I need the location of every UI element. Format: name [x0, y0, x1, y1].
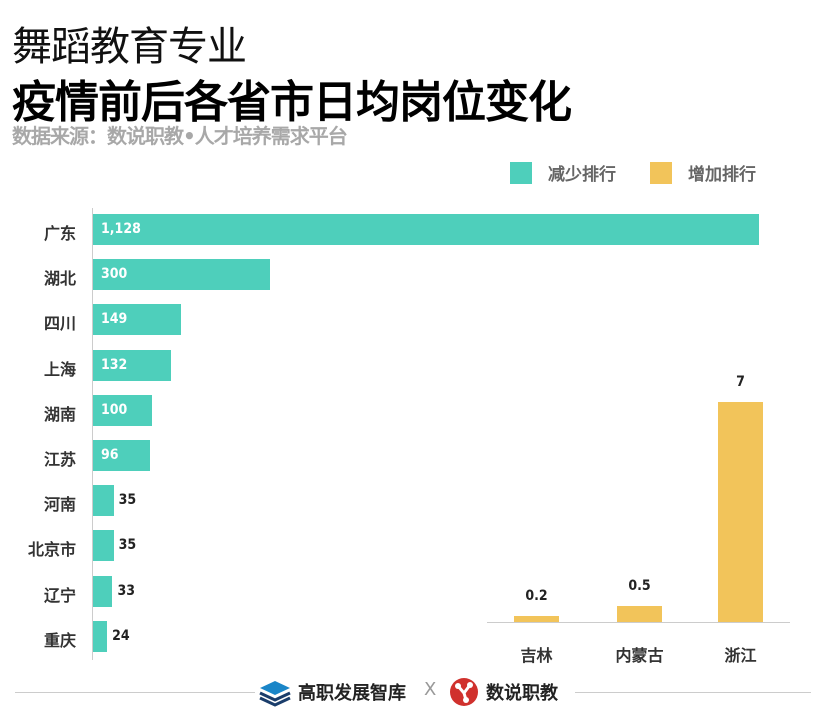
- footer-separator: X: [424, 679, 437, 700]
- value-label: 100: [101, 401, 128, 418]
- value-label: 0.5: [628, 578, 651, 595]
- category-label: 内蒙古: [615, 646, 664, 665]
- bar: [718, 402, 763, 622]
- bar: [93, 349, 171, 381]
- category-label: 湖北: [43, 269, 76, 289]
- category-label: 北京市: [27, 540, 76, 560]
- legend-label-increase: 增加排行: [688, 165, 756, 185]
- data-source: 数据来源：数说职教•人才培养需求平台: [12, 124, 348, 148]
- legend-increase: 增加排行: [650, 160, 756, 185]
- value-label: 35: [118, 492, 137, 509]
- legend-swatch-increase: [650, 161, 672, 184]
- category-label: 四川: [43, 314, 76, 334]
- category-label: 浙江: [724, 646, 757, 665]
- value-label: 7: [736, 374, 745, 390]
- value-label: 132: [101, 356, 128, 373]
- bar: [93, 575, 113, 607]
- category-label: 辽宁: [43, 585, 76, 605]
- legend-decrease: 减少排行: [510, 160, 616, 185]
- bar: [617, 606, 662, 622]
- value-label: 35: [118, 537, 137, 554]
- category-label: 广东: [43, 224, 76, 243]
- value-label: 300: [101, 266, 128, 283]
- bar: [93, 530, 114, 562]
- shuoshuo-logo-icon: [450, 678, 478, 706]
- bar: [93, 304, 181, 336]
- bar: [93, 394, 153, 426]
- page-title: 疫情前后各省市日均岗位变化: [12, 77, 572, 128]
- legend-swatch-decrease: [510, 161, 532, 184]
- bar: [93, 485, 114, 517]
- category-label: 湖南: [43, 404, 76, 424]
- stack-logo-icon: [259, 681, 291, 707]
- bar: [93, 440, 150, 471]
- category-label: 重庆: [43, 630, 76, 650]
- value-label: 33: [117, 582, 135, 599]
- footer-brand-2: 数说职教: [486, 683, 558, 704]
- bar: [93, 259, 271, 291]
- bar: [93, 214, 759, 245]
- value-label: 96: [101, 447, 119, 463]
- value-label: 24: [112, 627, 130, 644]
- title-major: 舞蹈教育专业: [12, 24, 247, 70]
- category-label: 江苏: [43, 450, 76, 469]
- value-label: 149: [101, 311, 128, 328]
- value-label: 0.2: [525, 587, 548, 604]
- footer-divider-left: [15, 692, 255, 693]
- value-label: 1,128: [101, 221, 141, 237]
- footer: 高职发展智库 X 数说职教: [0, 675, 826, 709]
- footer-brand-1: 高职发展智库: [298, 683, 406, 704]
- footer-divider-right: [575, 692, 811, 693]
- left-chart-axis: [92, 208, 93, 660]
- right-chart-axis: [487, 622, 790, 623]
- bar: [514, 615, 559, 622]
- category-label: 河南: [43, 495, 76, 515]
- legend-label-decrease: 减少排行: [548, 165, 616, 185]
- category-label: 上海: [43, 359, 76, 379]
- bar: [93, 620, 108, 652]
- category-label: 吉林: [520, 646, 553, 665]
